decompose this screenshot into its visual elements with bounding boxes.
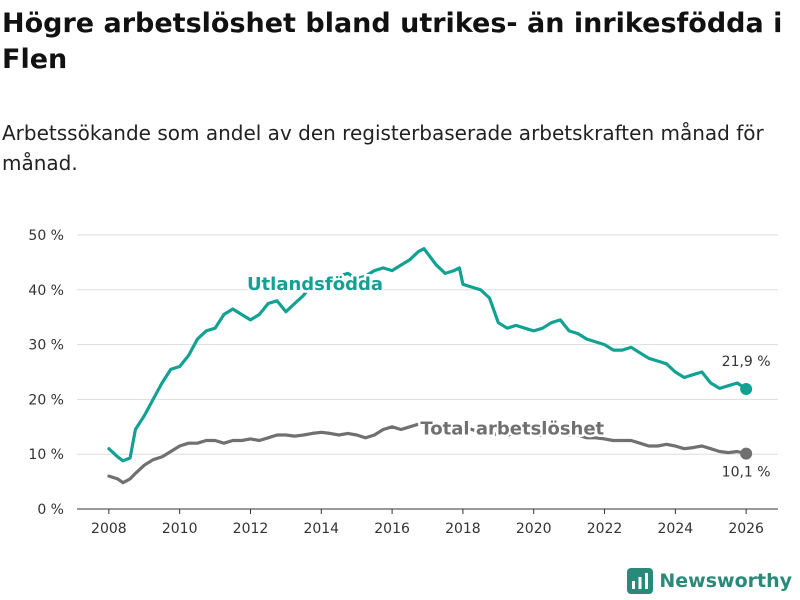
series-line-utlandsfodda <box>107 247 748 463</box>
x-tick-label: 2026 <box>728 521 764 537</box>
series-label: Total arbetslöshet <box>420 418 604 439</box>
chart-title: Högre arbetslöshet bland utrikes- än inr… <box>2 8 783 75</box>
series-line-total <box>107 419 748 485</box>
chart-subtitle: Arbetssökande som andel av den registerb… <box>2 121 764 175</box>
axes: 0 % 10 % 20 % 30 % 40 % 50 % 2008 2010 2012 2014 2… <box>28 228 764 537</box>
y-tick-label: 50 % <box>28 228 64 244</box>
y-tick-label: 20 % <box>28 392 64 408</box>
y-tick-label: 40 % <box>28 283 64 299</box>
y-tick-label: 30 % <box>28 338 64 354</box>
x-tick-label: 2020 <box>516 521 552 537</box>
series-label: Utlandsfödda <box>247 274 383 295</box>
y-tick-label: 10 % <box>28 447 64 463</box>
series-end-label: 21,9 % <box>722 354 771 370</box>
x-tick-label: 2018 <box>445 521 481 537</box>
series-end-marker <box>740 382 753 395</box>
series <box>107 247 753 485</box>
series-end-label: 10,1 % <box>722 465 771 481</box>
x-tick-label: 2016 <box>374 521 410 537</box>
x-tick-label: 2024 <box>658 521 694 537</box>
x-tick-label: 2008 <box>91 521 127 537</box>
gridlines <box>77 234 778 510</box>
y-tick-label: 0 % <box>37 502 64 518</box>
x-tick-label: 2014 <box>303 521 339 537</box>
newsworthy-icon <box>627 568 654 594</box>
x-tick-label: 2012 <box>233 521 269 537</box>
x-tick-label: 2022 <box>587 521 623 537</box>
brand-name: Newsworthy <box>659 570 792 592</box>
series-labels: Utlandsfödda 21,9 % Total arbetslöshet 10,1… <box>244 271 772 482</box>
newsworthy-logo: Newsworthy <box>627 568 792 594</box>
series-end-marker <box>740 447 753 460</box>
x-tick-label: 2010 <box>162 521 198 537</box>
